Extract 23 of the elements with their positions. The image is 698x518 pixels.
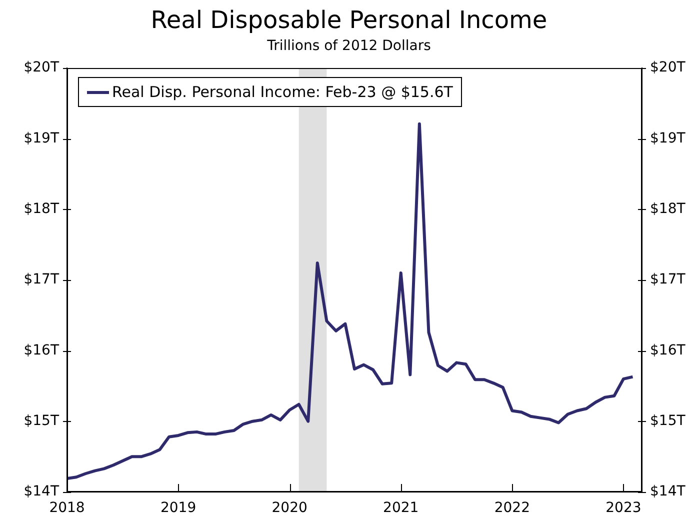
chart-title: Real Disposable Personal Income — [150, 6, 548, 34]
x-tick-label: 2022 — [494, 500, 530, 516]
y2-tick-label: $15T — [650, 412, 686, 429]
y2-tick-label: $19T — [650, 130, 686, 146]
y2-tick-label: $20T — [650, 60, 686, 76]
y-tick-label: $19T — [24, 130, 60, 146]
y2-tick-label: $14T — [650, 484, 686, 500]
legend-label: Real Disp. Personal Income: Feb-23 @ $15.6T — [112, 83, 453, 101]
y-tick-label: $17T — [24, 272, 60, 288]
y2-tick-label: $16T — [650, 342, 686, 358]
x-tick-label: 2021 — [383, 500, 419, 516]
y2-tick-label: $17T — [650, 272, 686, 288]
x-tick-label: 2019 — [160, 500, 196, 516]
y2-tick-label: $18T — [650, 200, 686, 217]
y-tick-label: $16T — [24, 342, 60, 358]
x-tick-label: 2020 — [272, 500, 308, 516]
x-tick-label: 2023 — [606, 500, 642, 516]
y-tick-label: $20T — [24, 60, 60, 76]
y-tick-label: $18T — [24, 200, 60, 217]
y-tick-label: $14T — [24, 484, 60, 500]
x-tick-label: 2018 — [49, 500, 85, 516]
y-tick-label: $15T — [24, 412, 60, 429]
chart-subtitle: Trillions of 2012 Dollars — [266, 38, 432, 54]
